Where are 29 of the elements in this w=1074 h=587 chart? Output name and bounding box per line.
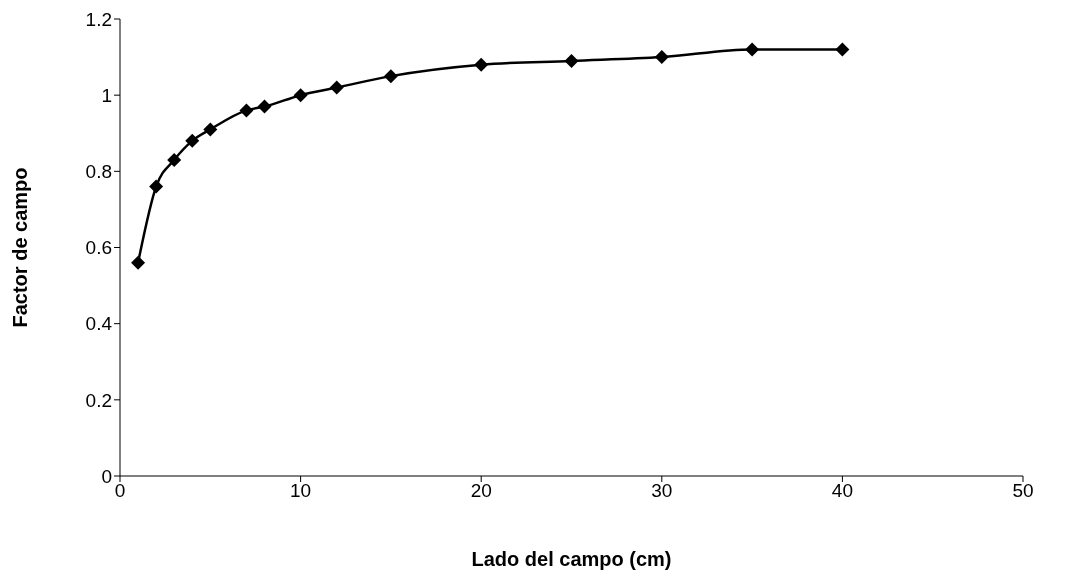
point (167, 152, 182, 167)
point (474, 57, 489, 72)
point (329, 80, 344, 95)
y-tick-label: 0 (101, 465, 112, 487)
x-tick-label: 50 (1012, 480, 1034, 502)
point (654, 50, 669, 65)
y-tick-label: 1 (101, 84, 112, 106)
point (564, 53, 579, 68)
x-axis-title: Lado del campo (cm) (471, 548, 672, 570)
point (383, 69, 398, 84)
y-tick-label: 0.4 (85, 313, 113, 335)
x-tick-label: 20 (470, 480, 492, 502)
y-tick-label: 0.2 (85, 389, 112, 411)
point (203, 122, 218, 137)
point (149, 179, 164, 194)
y-axis-title: Factor de campo (9, 167, 32, 328)
x-tick-label: 10 (290, 480, 312, 502)
point (185, 133, 200, 148)
point (257, 99, 272, 114)
x-tick-label: 40 (831, 480, 853, 502)
point (131, 255, 146, 270)
point (745, 42, 760, 57)
point (293, 88, 308, 103)
point (835, 42, 850, 57)
point (239, 103, 254, 118)
x-tick-label: 30 (651, 480, 673, 502)
y-tick-label: 1.2 (85, 8, 112, 30)
y-tick-label: 0.6 (85, 237, 112, 259)
y-tick-label: 0.8 (85, 161, 112, 183)
